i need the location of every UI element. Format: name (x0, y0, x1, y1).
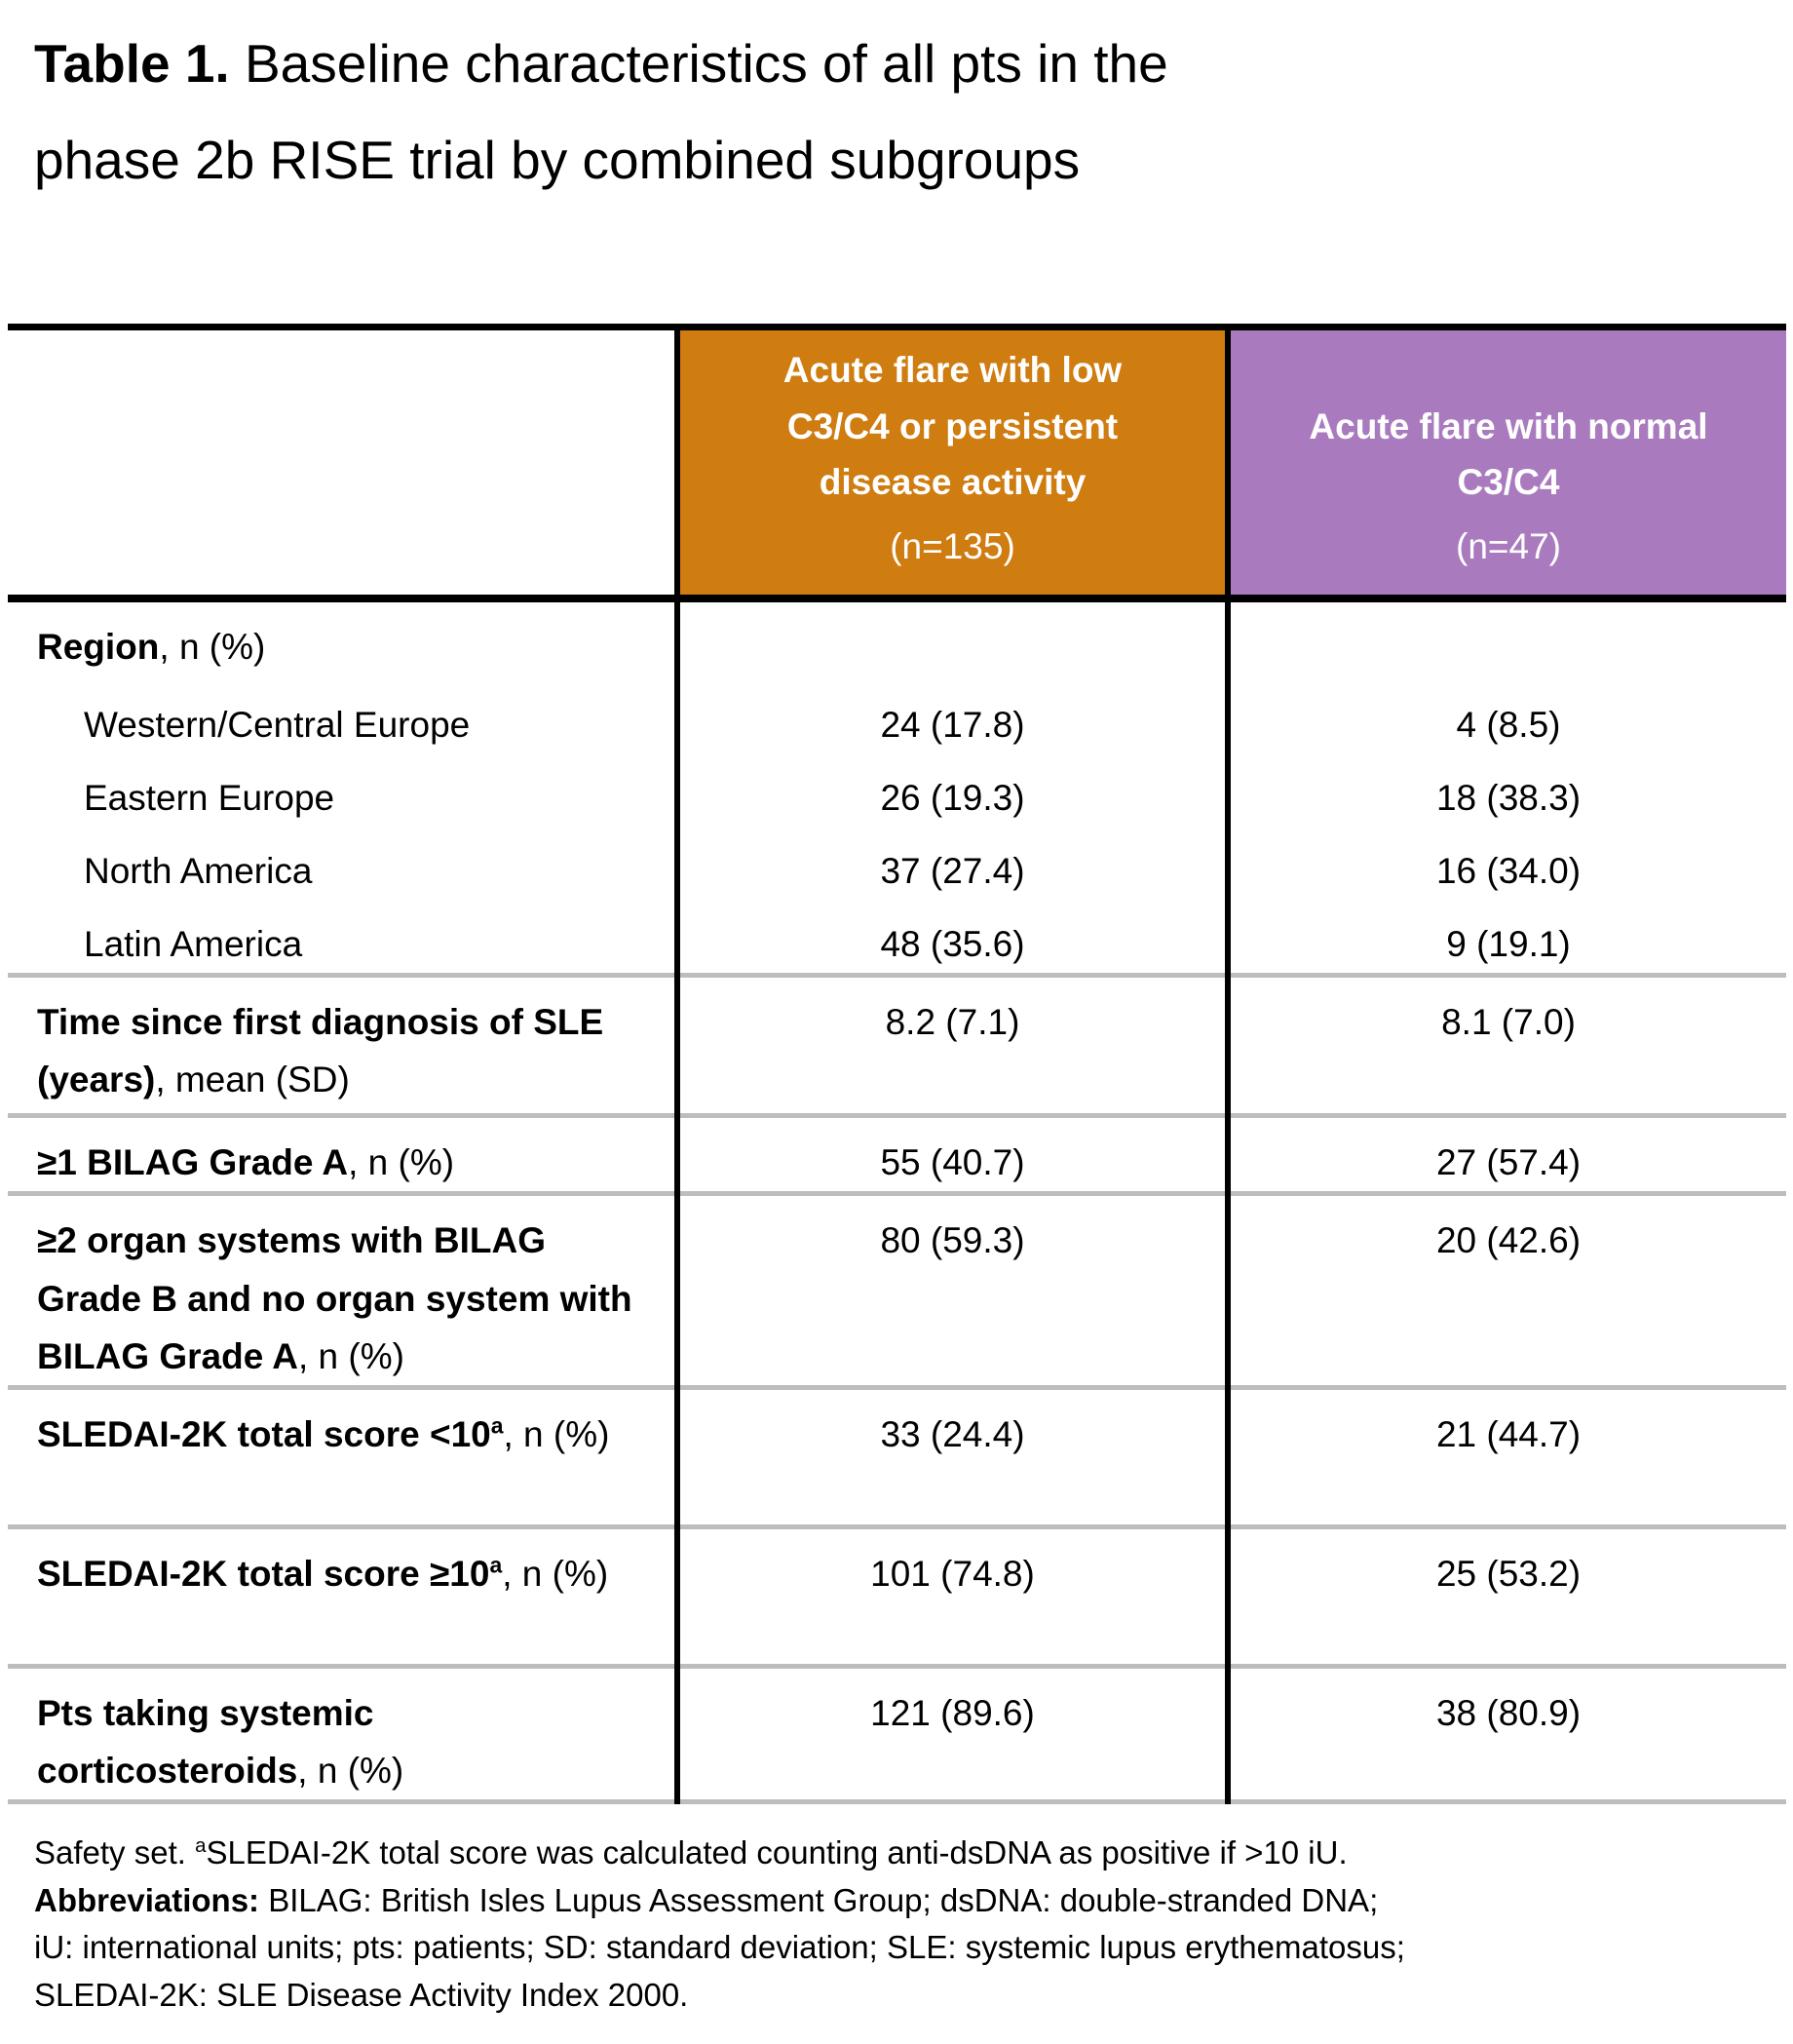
row-label-bold-text: SLEDAI-2K total score <10 (37, 1414, 491, 1454)
row-label: ≥2 organ systems with BILAG Grade B and … (8, 1191, 677, 1388)
page-title: Table 1. Baseline characteristics of all… (0, 0, 1793, 209)
value-cell: 80 (59.3) (674, 1191, 1228, 1388)
value-cell: 101 (74.8) (674, 1524, 1228, 1667)
column-header-content: Acute flare with normal C3/C4 (n=47) (1231, 399, 1786, 595)
value-cell (674, 598, 1228, 680)
value-cell: 21 (44.7) (1225, 1385, 1786, 1527)
row-label-rest: , n (%) (503, 1414, 610, 1454)
table-row-western-central-europe: Western/Central Europe 24 (17.8) 4 (8.5) (8, 679, 1786, 753)
title-line-2: phase 2b RISE trial by combined subgroup… (34, 130, 1081, 190)
corner-cell (8, 327, 677, 602)
footnote-text: BILAG: British Isles Lupus Assessment Gr… (259, 1881, 1379, 1918)
footnote-text: Safety set. (34, 1834, 196, 1871)
row-label-rest: , n (%) (297, 1335, 404, 1376)
row-label-rest: , n (%) (159, 626, 266, 667)
superscript-marker: a (490, 1412, 504, 1439)
value-cell: 8.2 (7.1) (674, 973, 1228, 1116)
header-row: Acute flare with low C3/C4 or persistent… (8, 327, 1786, 602)
value-cell: 33 (24.4) (674, 1385, 1228, 1527)
value-cell (1225, 598, 1786, 680)
title-table-number: Table 1. (34, 33, 230, 94)
footnote-line-safety-set: Safety set. aSLEDAI-2K total score was c… (34, 1830, 1759, 1877)
value-cell: 18 (38.3) (1225, 752, 1786, 827)
table-row-region: Region, n (%) (8, 598, 1786, 680)
row-label-bold: SLEDAI-2K total score <10a (37, 1414, 504, 1454)
table-row-time-since-diagnosis: Time since first diagnosis of SLE (years… (8, 973, 1786, 1116)
value-cell: 24 (17.8) (674, 679, 1228, 753)
row-label-bold-text: SLEDAI-2K total score ≥10 (37, 1554, 490, 1594)
column-header-n-count: (n=135) (890, 525, 1015, 566)
value-cell: 38 (80.9) (1225, 1663, 1786, 1802)
value-cell: 25 (53.2) (1225, 1524, 1786, 1667)
superscript-marker: a (489, 1552, 503, 1578)
column-header-n-count: (n=47) (1456, 525, 1561, 566)
row-label-bold: ≥1 BILAG Grade A (37, 1142, 349, 1183)
row-label-bold: ≥2 organ systems with BILAG Grade B and … (37, 1220, 632, 1376)
value-cell: 4 (8.5) (1225, 679, 1786, 753)
title-line-1-text: Baseline characteristics of all pts in t… (229, 33, 1168, 94)
column-header-acute-flare-normal-c3c4: Acute flare with normal C3/C4 (n=47) (1225, 327, 1786, 602)
row-label: Region, n (%) (8, 598, 677, 680)
baseline-characteristics-table: Acute flare with low C3/C4 or persistent… (8, 324, 1786, 1805)
footnote-line-abbreviations-3: SLEDAI-2K: SLE Disease Activity Index 20… (34, 1976, 689, 2013)
value-cell: 121 (89.6) (674, 1663, 1228, 1802)
column-header-acute-flare-low-c3c4: Acute flare with low C3/C4 or persistent… (674, 327, 1228, 602)
table-row-eastern-europe: Eastern Europe 26 (19.3) 18 (38.3) (8, 752, 1786, 827)
row-label: Latin America (84, 924, 303, 965)
column-header-content: Acute flare with low C3/C4 or persistent… (680, 342, 1225, 594)
table-row-latin-america: Latin America 48 (35.6) 9 (19.1) (8, 900, 1786, 976)
row-label: Pts taking systemic corticosteroids, n (… (8, 1663, 677, 1802)
table-row-systemic-corticosteroids: Pts taking systemic corticosteroids, n (… (8, 1663, 1786, 1802)
footnote-line-abbreviations-2: iU: international units; pts: patients; … (34, 1929, 1405, 1966)
row-label-rest: , n (%) (502, 1554, 609, 1594)
row-label: North America (84, 850, 313, 891)
value-cell: 55 (40.7) (674, 1113, 1228, 1194)
row-label: Eastern Europe (84, 777, 335, 818)
value-cell: 16 (34.0) (1225, 826, 1786, 901)
value-cell: 37 (27.4) (674, 826, 1228, 901)
row-label-bold: Region (37, 626, 160, 667)
value-cell: 8.1 (7.0) (1225, 973, 1786, 1116)
abbreviations-label: Abbreviations: (34, 1881, 260, 1918)
row-label-rest: , n (%) (348, 1142, 455, 1183)
value-cell: 27 (57.4) (1225, 1113, 1786, 1194)
row-label-bold: SLEDAI-2K total score ≥10a (37, 1554, 502, 1594)
row-label-rest: , n (%) (297, 1751, 404, 1792)
footnote-line-abbreviations-1: Abbreviations: BILAG: British Isles Lupu… (34, 1877, 1759, 1925)
superscript-marker: a (195, 1834, 207, 1858)
table-row-bilag-grade-a: ≥1 BILAG Grade A, n (%) 55 (40.7) 27 (57… (8, 1113, 1786, 1194)
title-line-1: Table 1. Baseline characteristics of all… (34, 16, 1774, 112)
table-row-sledai-ge10: SLEDAI-2K total score ≥10a, n (%) 101 (7… (8, 1524, 1786, 1667)
row-label: Time since first diagnosis of SLE (years… (8, 973, 677, 1116)
footnote-text: SLEDAI-2K total score was calculated cou… (206, 1834, 1348, 1871)
value-cell: 26 (19.3) (674, 752, 1228, 827)
value-cell: 48 (35.6) (674, 900, 1228, 976)
column-header-label: Acute flare with low C3/C4 or persistent… (782, 350, 1123, 503)
row-label: ≥1 BILAG Grade A, n (%) (8, 1113, 677, 1194)
row-label: SLEDAI-2K total score <10a, n (%) (8, 1385, 677, 1527)
column-header-label: Acute flare with normal C3/C4 (1309, 405, 1708, 503)
table-row-north-america: North America 37 (27.4) 16 (34.0) (8, 826, 1786, 901)
value-cell: 20 (42.6) (1225, 1191, 1786, 1388)
row-label: Western/Central Europe (84, 704, 471, 745)
table-row-sledai-lt10: SLEDAI-2K total score <10a, n (%) 33 (24… (8, 1385, 1786, 1527)
footnote: Safety set. aSLEDAI-2K total score was c… (34, 1830, 1759, 2019)
row-label: SLEDAI-2K total score ≥10a, n (%) (8, 1524, 677, 1667)
row-label-bold: Pts taking systemic corticosteroids (37, 1693, 374, 1792)
table-row-organ-systems-bilag-b: ≥2 organ systems with BILAG Grade B and … (8, 1191, 1786, 1388)
value-cell: 9 (19.1) (1225, 900, 1786, 976)
row-label-rest: , mean (SD) (155, 1060, 350, 1100)
row-label-bold: Time since first diagnosis of SLE (years… (37, 1002, 604, 1100)
